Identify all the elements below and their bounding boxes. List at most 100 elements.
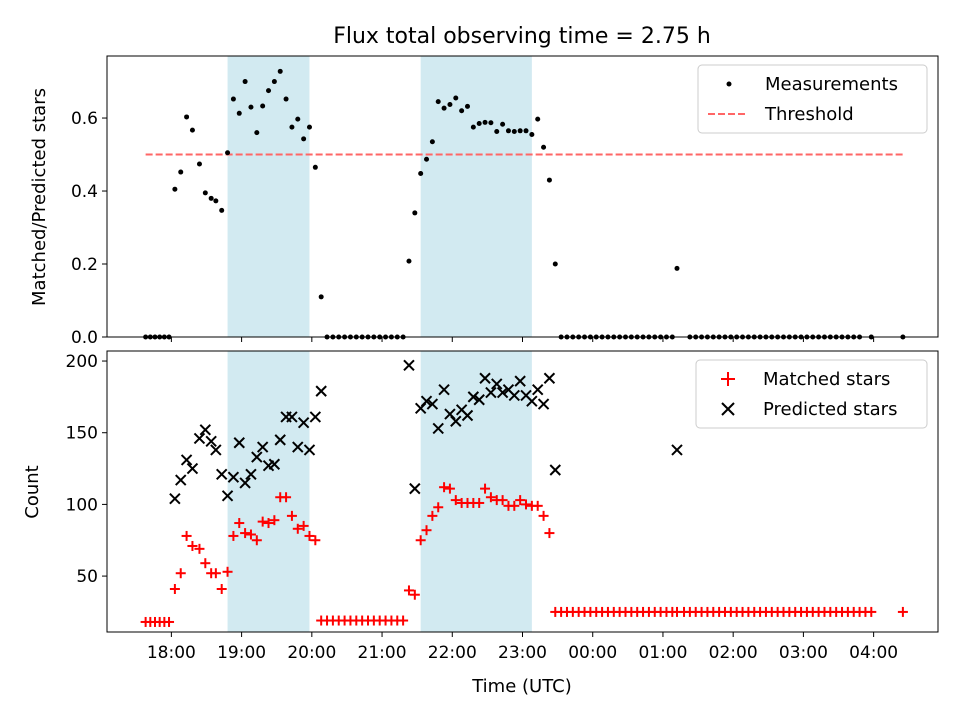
measurement-point	[213, 198, 219, 204]
measurement-point	[312, 164, 318, 170]
predicted-star-point	[426, 398, 439, 410]
matched-star-point	[263, 518, 274, 529]
predicted-star-point	[514, 375, 526, 387]
matched-star-point	[251, 535, 262, 546]
matched-star-point	[450, 495, 461, 506]
measurement-point	[202, 190, 208, 196]
matched-star-point	[269, 515, 280, 526]
measurement-point	[196, 161, 202, 167]
top-legend: Measurements Threshold	[697, 64, 928, 134]
measurement-point	[482, 119, 488, 125]
matched-star-point	[228, 530, 239, 541]
predicted-star-point	[169, 492, 181, 505]
predicted-star-point	[245, 468, 257, 481]
measurement-point	[283, 96, 289, 102]
measurement-point	[494, 129, 500, 135]
predicted-star-point	[508, 389, 521, 402]
matched-star-point	[245, 529, 256, 540]
bottom-y-ticks: 50 100 150 200	[66, 352, 107, 587]
predicted-star-point	[543, 372, 556, 384]
measurement-point	[500, 121, 506, 127]
legend-predicted-label: Predicted stars	[763, 399, 897, 420]
measurement-point	[219, 207, 225, 213]
matched-star-point	[415, 535, 426, 546]
matched-star-point	[304, 530, 315, 541]
bottom-legend-box	[695, 359, 928, 429]
measurement-point	[441, 105, 447, 111]
matched-star-point	[409, 589, 420, 600]
bottom-shaded-spans	[227, 351, 532, 632]
matched-star-point	[286, 510, 297, 521]
x-tick-label: 22:00	[428, 643, 477, 663]
top-y-ticks: 0.0 0.2 0.4 0.6	[71, 109, 107, 348]
measurement-point	[429, 139, 435, 145]
predicted-star-point	[227, 471, 240, 483]
matched-star-point	[427, 510, 438, 521]
x-tick-label: 18:00	[147, 643, 196, 663]
matched-star-point	[298, 520, 309, 531]
predicted-star-point	[205, 435, 217, 448]
matched-star-point	[474, 497, 485, 508]
predicted-star-point	[409, 482, 421, 495]
matched-star-point	[200, 558, 211, 569]
legend-matched-label: Matched stars	[763, 369, 890, 390]
predicted-star-point	[297, 416, 310, 429]
predicted-star-point	[467, 391, 480, 403]
matched-star-point	[532, 500, 543, 511]
matched-star-point	[509, 500, 520, 511]
shaded-span	[420, 56, 532, 337]
measurement-point	[418, 171, 424, 177]
predicted-star-point	[175, 474, 187, 486]
legend-threshold-label: Threshold	[764, 104, 854, 125]
measurement-point	[271, 79, 277, 85]
predicted-star-point	[186, 462, 199, 475]
matched-star-point	[310, 535, 321, 546]
measurement-point	[236, 110, 242, 116]
matched-stars-points	[140, 482, 908, 627]
matched-star-point	[164, 616, 175, 627]
predicted-star-point	[537, 398, 550, 410]
matched-star-point	[216, 583, 227, 594]
predicted-star-point	[221, 490, 234, 502]
bottom-x-ticks: 18:00 19:00 20:00 21:00 22:00 23:00 00:00 01:00…	[147, 632, 898, 663]
measurement-point	[464, 103, 470, 109]
matched-star-point	[234, 518, 245, 529]
measurement-point	[535, 116, 541, 122]
measurement-point	[242, 79, 248, 85]
matched-star-point	[398, 615, 409, 626]
predicted-star-point	[233, 437, 245, 449]
measurement-point	[295, 116, 301, 122]
shaded-span	[227, 351, 310, 632]
predicted-star-point	[485, 386, 497, 399]
predicted-star-point	[256, 441, 269, 453]
matched-star-point	[210, 568, 221, 579]
legend-matched-marker	[721, 372, 735, 386]
measurement-point	[248, 104, 254, 110]
matched-star-point	[194, 543, 205, 554]
y-tick-label: 200	[66, 352, 98, 372]
x-tick-label: 01:00	[638, 643, 687, 663]
top-legend-box	[697, 64, 928, 134]
measurement-point	[505, 128, 511, 134]
measurement-point	[447, 102, 453, 108]
matched-star-point	[281, 492, 292, 503]
measurement-point	[529, 131, 535, 137]
measurement-point	[301, 136, 307, 142]
measurement-point	[453, 95, 459, 101]
top-panel: 0.0 0.2 0.4 0.6 Matched/Predicted stars Mea…	[29, 55, 939, 348]
matched-star-point	[433, 502, 444, 513]
bottom-legend: Matched stars Predicted stars	[695, 359, 928, 429]
x-tick-label: 04:00	[849, 643, 898, 663]
measurement-point	[230, 96, 236, 102]
y-tick-label: 150	[66, 424, 98, 444]
matched-star-point	[181, 530, 192, 541]
predicted-star-point	[286, 411, 298, 423]
y-tick-label: 0.6	[71, 109, 98, 129]
predicted-star-point	[450, 415, 462, 427]
matched-star-point	[421, 525, 432, 536]
bottom-y-axis-label: Count	[22, 465, 43, 518]
x-axis-label: Time (UTC)	[471, 676, 572, 697]
y-tick-label: 50	[76, 567, 98, 587]
measurement-point	[208, 195, 214, 201]
